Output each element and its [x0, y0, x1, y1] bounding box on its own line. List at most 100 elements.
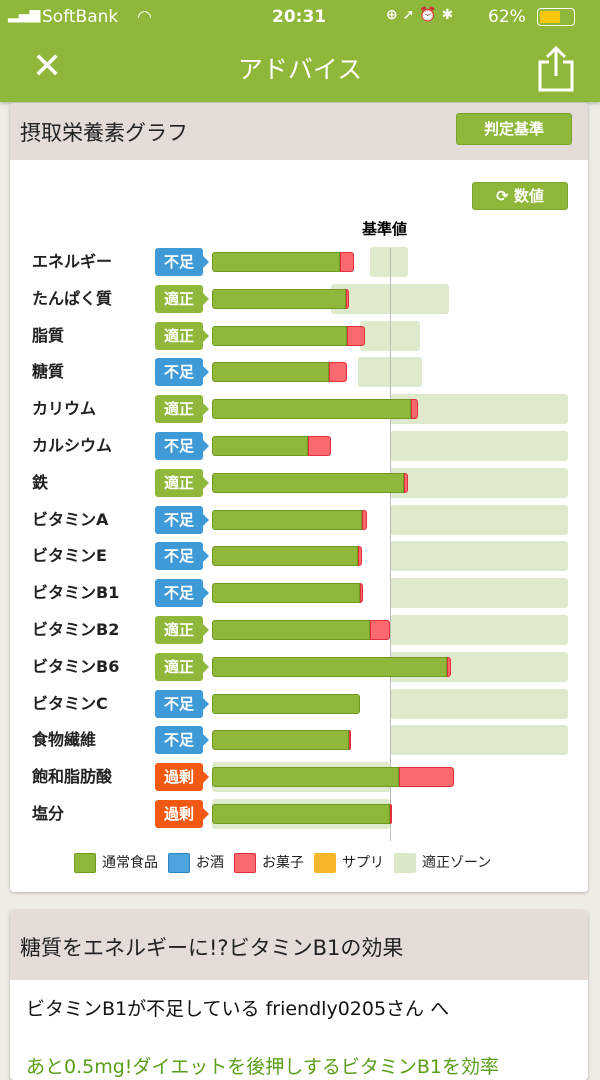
status-badge[interactable]: 過剰	[155, 763, 209, 792]
clock: 20:31	[272, 7, 327, 27]
status-badge[interactable]: 不足	[155, 689, 209, 718]
nutrient-label: エネルギー	[32, 252, 113, 271]
status-badge[interactable]: 適正	[155, 395, 209, 424]
chart-area: ⟳ 数値 基準値 エネルギー 不足 たんぱく質 適正 脂質 適正 糖質 不足 カリウム 適正 カルシ…	[10, 160, 588, 892]
nutrient-label: ビタミンB1	[32, 583, 120, 603]
zone-bar	[359, 320, 421, 351]
snacks-bar	[411, 399, 419, 420]
zone-bar	[390, 467, 568, 498]
status-badge[interactable]: 不足	[155, 579, 209, 608]
nutrient-label: ビタミンC	[32, 693, 108, 713]
food-bar	[212, 583, 360, 604]
snacks-bar	[404, 472, 408, 493]
carrier: SoftBank	[42, 7, 119, 27]
zone-bar	[390, 431, 568, 461]
status-badge[interactable]: 適正	[155, 468, 209, 497]
legend-snacks: お菓子	[234, 852, 304, 873]
zone-bar	[390, 541, 568, 572]
nutrient-label: ビタミンA	[32, 509, 109, 529]
article-card: 糖質をエネルギーに!?ビタミンB1の効果 ビタミンB1が不足している frien…	[10, 910, 588, 1080]
snacks-bar	[370, 620, 390, 640]
status-icons: ⊕ ➚ ⏰ ✱	[386, 7, 454, 23]
refresh-icon: ⟳	[496, 187, 509, 205]
status-badge[interactable]: 過剰	[155, 800, 209, 828]
food-bar	[212, 325, 348, 346]
nutrient-label: カリウム	[32, 399, 97, 419]
value-toggle-label: 数値	[513, 187, 544, 205]
legend-supplement: サプリ	[314, 852, 384, 873]
snacks-bar	[390, 804, 392, 824]
snacks-bar	[357, 546, 362, 567]
food-bar	[212, 730, 350, 751]
snacks-bar	[349, 730, 352, 751]
article-greeting: ビタミンB1が不足している friendly0205さん へ	[26, 998, 450, 1020]
card-title: 摂取栄養素グラフ	[20, 121, 188, 145]
share-icon[interactable]	[536, 46, 576, 92]
snacks-bar	[329, 362, 348, 383]
nutrient-label: 塩分	[32, 804, 65, 823]
reference-label: 基準値	[362, 220, 408, 238]
status-badge[interactable]: 適正	[155, 652, 209, 681]
nutrient-label: 糖質	[32, 362, 65, 382]
food-bar	[212, 436, 309, 456]
snacks-bar	[340, 252, 355, 272]
article-title: 糖質をエネルギーに!?ビタミンB1の効果	[20, 936, 404, 960]
nav-bar: ✕ アドバイス	[0, 34, 600, 102]
value-toggle-button[interactable]: ⟳ 数値	[472, 182, 568, 210]
food-bar	[212, 509, 362, 530]
nutrient-label: 食物繊維	[32, 730, 97, 750]
zone-bar	[390, 615, 568, 645]
snacks-bar	[308, 436, 332, 456]
article-teaser-link[interactable]: あと0.5mg!ダイエットを後押しするビタミンB1を効率	[26, 1056, 499, 1078]
page-title: アドバイス	[237, 55, 363, 84]
legend-food: 通常食品	[74, 852, 158, 873]
nutrient-label: たんぱく質	[32, 288, 113, 308]
food-bar	[212, 252, 341, 272]
nutrient-label: ビタミンB6	[32, 656, 120, 676]
food-bar	[212, 656, 447, 677]
food-bar	[212, 399, 412, 420]
legend-zone: 適正ゾーン	[394, 852, 491, 873]
battery-icon	[537, 8, 575, 26]
status-badge[interactable]: 不足	[155, 505, 209, 534]
battery-percent: 62%	[488, 7, 526, 27]
legend-alcohol: お酒	[168, 852, 224, 873]
status-badge[interactable]: 不足	[155, 248, 209, 276]
status-badge[interactable]: 不足	[155, 358, 209, 387]
criteria-button[interactable]: 判定基準	[456, 113, 572, 145]
status-badge[interactable]: 適正	[155, 616, 209, 644]
food-bar	[212, 804, 390, 824]
nutrient-label: 飽和脂肪酸	[32, 767, 113, 787]
status-badge[interactable]: 不足	[155, 432, 209, 460]
zone-bar	[390, 504, 568, 535]
snacks-bar	[347, 325, 366, 346]
snacks-bar	[398, 767, 455, 788]
snacks-bar	[359, 583, 364, 604]
snacks-bar	[345, 288, 350, 309]
nutrient-label: ビタミンB2	[32, 620, 120, 639]
food-bar	[212, 472, 405, 493]
nutrient-label: 脂質	[32, 325, 65, 345]
food-bar	[212, 620, 371, 640]
status-badge[interactable]: 不足	[155, 542, 209, 571]
food-bar	[212, 288, 346, 309]
nutrient-label: 鉄	[32, 472, 49, 492]
zone-bar	[370, 247, 408, 277]
zone-bar	[357, 357, 423, 388]
food-bar	[212, 362, 330, 383]
nutrient-chart: エネルギー 不足 たんぱく質 適正 脂質 適正 糖質 不足 カリウム 適正 カルシウム 不足鉄適正 ビタ…	[10, 160, 588, 892]
snacks-bar	[361, 509, 367, 530]
food-bar	[212, 693, 360, 714]
status-badge[interactable]: 不足	[155, 726, 209, 755]
zone-bar	[331, 283, 449, 314]
status-badge[interactable]: 適正	[155, 284, 209, 313]
zone-bar	[390, 725, 568, 756]
nutrient-label: ビタミンE	[32, 546, 107, 566]
zone-bar	[390, 578, 568, 609]
wifi-icon: ◠	[138, 7, 152, 27]
status-badge[interactable]: 適正	[155, 321, 209, 350]
reference-line	[390, 248, 391, 841]
food-bar	[212, 767, 399, 788]
close-icon[interactable]: ✕	[32, 46, 63, 87]
nutrient-label: カルシウム	[32, 436, 113, 455]
